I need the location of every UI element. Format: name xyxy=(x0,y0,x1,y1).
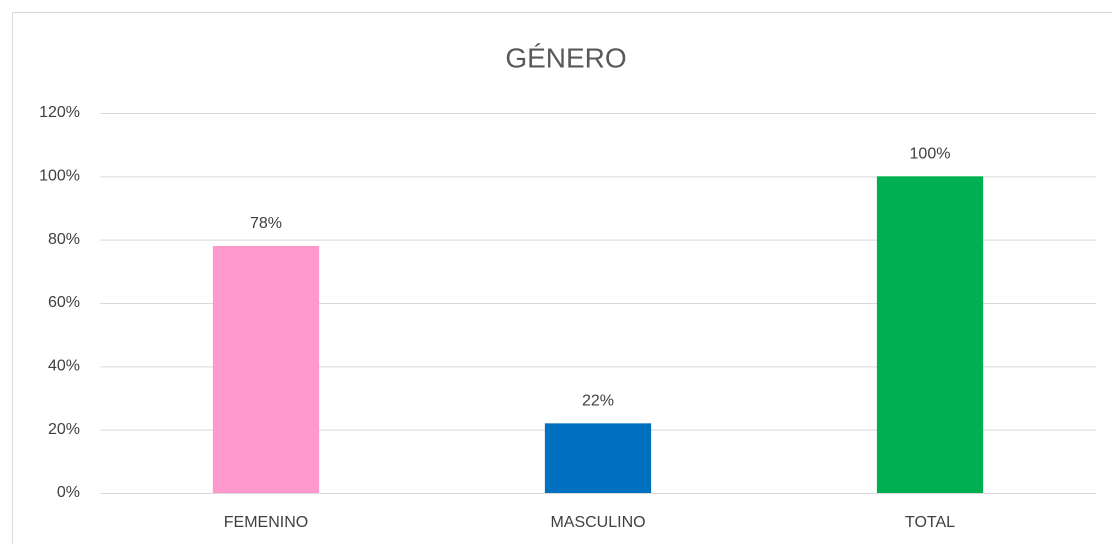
data-label: 78% xyxy=(250,215,282,232)
y-tick-label: 20% xyxy=(48,421,80,438)
bar xyxy=(544,423,652,493)
x-tick-label: TOTAL xyxy=(905,514,955,531)
x-tick-label: FEMENINO xyxy=(224,514,308,531)
data-label: 22% xyxy=(582,393,614,410)
data-label: 100% xyxy=(910,146,951,163)
y-tick-label: 120% xyxy=(39,104,80,121)
bar xyxy=(212,246,320,493)
x-tick-label: MASCULINO xyxy=(550,514,645,531)
y-tick-label: 60% xyxy=(48,294,80,311)
y-tick-label: 100% xyxy=(39,168,80,185)
bar xyxy=(876,176,984,494)
y-tick-label: 0% xyxy=(57,484,80,501)
y-tick-label: 40% xyxy=(48,358,80,375)
y-tick-label: 80% xyxy=(48,231,80,248)
chart-title: GÉNERO xyxy=(505,42,626,73)
